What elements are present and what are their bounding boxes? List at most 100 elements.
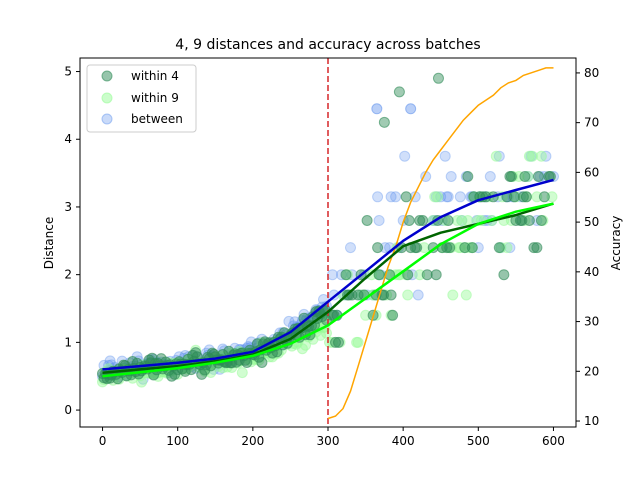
x-tick-label: 400 — [392, 434, 415, 448]
point-within9 — [456, 215, 468, 226]
point-within4 — [333, 336, 344, 348]
point-within9 — [402, 289, 414, 301]
x-tick-label: 300 — [317, 434, 340, 448]
legend-marker-within4 — [101, 70, 113, 82]
point-within4 — [442, 215, 454, 226]
x-tick-label: 500 — [467, 434, 490, 448]
point-within4 — [493, 242, 505, 254]
point-between — [439, 150, 451, 162]
point-between — [445, 171, 457, 182]
x-tick-label: 100 — [166, 434, 189, 448]
point-within9 — [460, 289, 472, 301]
point-between — [484, 171, 496, 182]
x-tick-label: 0 — [99, 434, 107, 448]
point-within9 — [236, 367, 248, 379]
point-outlier — [405, 103, 417, 115]
point-within4 — [400, 191, 412, 203]
point-within4 — [523, 215, 535, 226]
point-outlier — [378, 116, 390, 128]
y2-tick-label: 70 — [584, 116, 599, 130]
point-within4 — [387, 309, 399, 321]
x-tick-label: 200 — [241, 434, 264, 448]
point-within4 — [505, 171, 517, 182]
point-between — [454, 191, 466, 203]
trend-lines — [102, 58, 554, 427]
point-within4 — [402, 269, 414, 281]
trend9-line — [102, 202, 554, 378]
point-between — [283, 315, 295, 327]
y-tick-label: 1 — [64, 335, 72, 349]
point-between — [345, 242, 356, 254]
point-outlier — [432, 72, 444, 84]
point-within4 — [444, 242, 456, 254]
point-within4 — [532, 171, 544, 182]
point-within4 — [340, 269, 352, 281]
y-tick-label: 5 — [64, 65, 72, 79]
point-within4 — [498, 269, 510, 281]
point-within9 — [447, 289, 459, 301]
point-within9 — [535, 150, 547, 162]
point-within4 — [538, 191, 550, 203]
point-within9 — [300, 339, 311, 351]
y2-tick-label: 40 — [584, 265, 599, 279]
point-outlier — [371, 103, 383, 115]
point-within9 — [352, 336, 364, 348]
point-between — [385, 191, 397, 203]
accuracy-line — [327, 67, 554, 420]
y-tick-label: 0 — [64, 403, 72, 417]
y-tick-label: 4 — [64, 132, 72, 146]
y-axis-label: Distance — [42, 217, 56, 269]
point-between — [373, 215, 385, 226]
point-within4 — [535, 215, 547, 226]
point-within9 — [526, 150, 538, 162]
point-between — [372, 191, 384, 203]
y-axis-right: 10 20 30 40 50 60 70 80 — [576, 66, 599, 428]
point-between — [399, 150, 411, 162]
point-within4 — [372, 242, 384, 254]
point-within4 — [385, 289, 397, 301]
y2-tick-label: 10 — [584, 414, 599, 428]
point-within9 — [321, 327, 332, 339]
chart-title: 4, 9 distances and accuracy across batch… — [175, 37, 480, 53]
point-within9 — [462, 215, 474, 226]
point-between — [412, 289, 424, 301]
point-within4 — [417, 215, 429, 226]
point-between — [504, 242, 516, 254]
legend-label-within4: within 4 — [131, 69, 179, 83]
point-within9 — [429, 191, 441, 203]
y2-axis-label: Accuracy — [609, 216, 623, 271]
y2-tick-label: 20 — [584, 364, 599, 378]
y-axis-left: 0 1 2 3 4 5 — [64, 65, 80, 417]
point-between — [493, 150, 505, 162]
point-within4 — [520, 191, 532, 203]
point-within9 — [490, 150, 502, 162]
point-within4 — [256, 357, 268, 368]
y2-tick-label: 50 — [584, 215, 599, 229]
legend-label-within9: within 9 — [131, 91, 179, 105]
point-outlier — [393, 86, 405, 98]
legend-marker-between — [101, 113, 113, 125]
point-between — [390, 191, 402, 203]
point-within4 — [519, 171, 531, 182]
point-within4 — [361, 215, 373, 226]
point-within4 — [373, 269, 385, 281]
point-between — [441, 191, 453, 203]
y-tick-label: 3 — [64, 200, 72, 214]
legend-box — [86, 64, 197, 133]
y2-tick-label: 80 — [584, 66, 599, 80]
point-within4 — [531, 242, 543, 254]
legend: within 4 within 9 between — [86, 64, 197, 133]
point-between — [435, 191, 447, 203]
point-within4 — [462, 171, 474, 182]
point-within4 — [466, 242, 478, 254]
point-between — [442, 191, 454, 203]
point-within4 — [411, 242, 423, 254]
point-within9 — [432, 191, 444, 203]
y-tick-label: 2 — [64, 268, 72, 282]
x-axis: 0 100 200 300 400 500 600 — [99, 427, 565, 448]
point-within4 — [430, 269, 442, 281]
y2-tick-label: 60 — [584, 165, 599, 179]
legend-marker-within9 — [101, 92, 113, 104]
point-within9 — [523, 150, 535, 162]
